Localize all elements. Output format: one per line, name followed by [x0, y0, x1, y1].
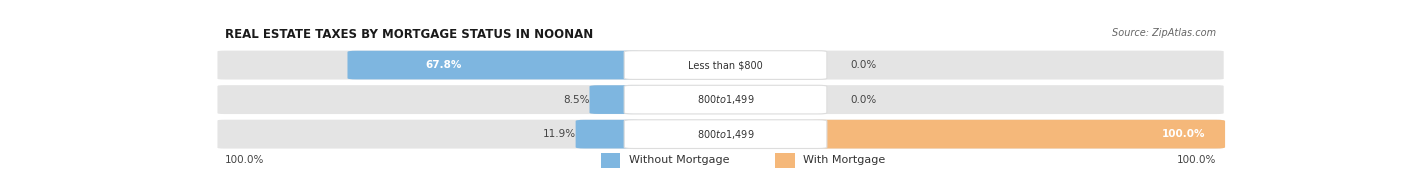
FancyBboxPatch shape — [775, 152, 794, 168]
Text: Without Mortgage: Without Mortgage — [628, 155, 730, 165]
Text: $800 to $1,499: $800 to $1,499 — [697, 128, 755, 141]
FancyBboxPatch shape — [600, 152, 620, 168]
Text: 8.5%: 8.5% — [562, 95, 589, 105]
Text: 0.0%: 0.0% — [851, 60, 877, 70]
Text: 0.0%: 0.0% — [851, 95, 877, 105]
FancyBboxPatch shape — [347, 51, 641, 79]
FancyBboxPatch shape — [217, 84, 1225, 115]
Text: 11.9%: 11.9% — [543, 129, 575, 139]
Text: 100.0%: 100.0% — [1161, 129, 1205, 139]
FancyBboxPatch shape — [217, 49, 1225, 81]
Text: Source: ZipAtlas.com: Source: ZipAtlas.com — [1112, 28, 1216, 38]
FancyBboxPatch shape — [624, 51, 827, 79]
Text: With Mortgage: With Mortgage — [803, 155, 886, 165]
FancyBboxPatch shape — [217, 118, 1225, 150]
Text: 100.0%: 100.0% — [225, 155, 264, 165]
Text: 67.8%: 67.8% — [426, 60, 461, 70]
FancyBboxPatch shape — [589, 85, 641, 114]
Text: $800 to $1,499: $800 to $1,499 — [697, 93, 755, 106]
Text: 100.0%: 100.0% — [1177, 155, 1216, 165]
FancyBboxPatch shape — [624, 85, 827, 114]
FancyBboxPatch shape — [575, 120, 641, 148]
FancyBboxPatch shape — [810, 120, 1225, 148]
FancyBboxPatch shape — [624, 120, 827, 148]
Text: Less than $800: Less than $800 — [688, 60, 763, 70]
Text: REAL ESTATE TAXES BY MORTGAGE STATUS IN NOONAN: REAL ESTATE TAXES BY MORTGAGE STATUS IN … — [225, 28, 593, 41]
